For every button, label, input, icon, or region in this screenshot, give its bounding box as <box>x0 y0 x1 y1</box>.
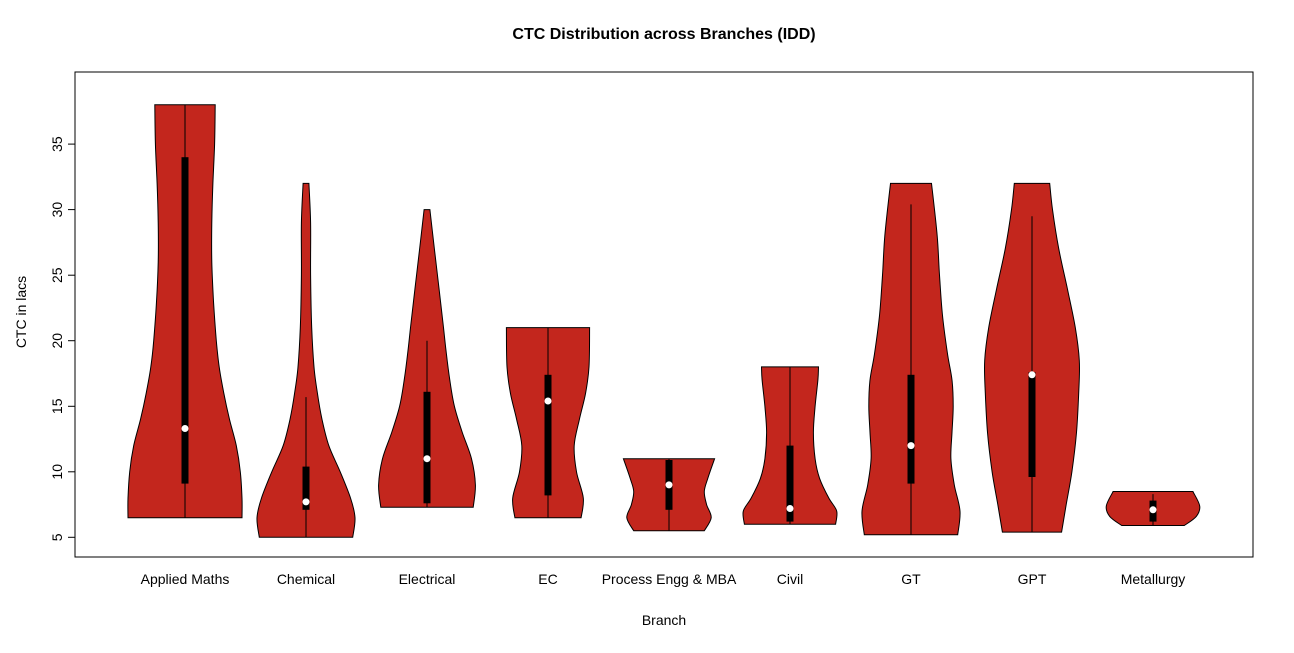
plot-border <box>74 71 1254 558</box>
median-dot <box>302 498 310 506</box>
x-category-label: Electrical <box>399 571 456 587</box>
y-tick-label: 10 <box>49 464 65 480</box>
iqr-box <box>1028 372 1036 477</box>
x-category-label: Chemical <box>277 571 335 587</box>
x-category-label: Civil <box>777 571 803 587</box>
violin-civil <box>742 366 838 525</box>
violin-gpt <box>983 182 1081 533</box>
violin-body <box>256 182 356 538</box>
median-dot <box>1028 371 1036 379</box>
x-axis-label: Branch <box>641 612 687 628</box>
x-category-label: EC <box>538 571 557 587</box>
violin-applied-maths <box>127 104 243 519</box>
violin-ec <box>505 327 591 519</box>
y-tick-label: 35 <box>49 136 65 152</box>
median-dot <box>907 442 915 450</box>
iqr-box <box>544 374 552 496</box>
median-dot <box>1149 506 1157 514</box>
y-tick-label: 20 <box>49 333 65 349</box>
y-axis-label: CTC in lacs <box>13 275 30 348</box>
median-dot <box>665 481 673 489</box>
violin-electrical <box>378 209 476 508</box>
y-tick-label: 30 <box>49 202 65 218</box>
y-axis-label-wrap: CTC in lacs <box>0 60 42 563</box>
violin-process-engg-mba <box>622 458 716 532</box>
median-dot <box>786 505 794 512</box>
median-dot <box>181 425 189 432</box>
violin-chemical <box>256 182 356 538</box>
iqr-box <box>907 374 915 484</box>
y-tick-label: 15 <box>49 398 65 414</box>
violin-metallurgy <box>1105 491 1201 526</box>
y-tick-label: 5 <box>49 533 65 541</box>
chart-title: CTC Distribution across Branches (IDD) <box>512 26 816 43</box>
x-category-label: GT <box>901 571 921 587</box>
x-category-label: GPT <box>1018 571 1047 587</box>
y-tick-label: 25 <box>49 267 65 283</box>
iqr-box <box>181 157 189 484</box>
iqr-box <box>302 466 310 510</box>
median-dot <box>423 455 431 463</box>
x-category-label: Process Engg & MBA <box>602 571 737 587</box>
median-dot <box>544 397 552 405</box>
iqr-box <box>423 391 431 504</box>
x-category-label: Metallurgy <box>1121 571 1186 587</box>
x-category-label: Applied Maths <box>141 571 230 587</box>
iqr-box <box>786 445 794 522</box>
violin-gt <box>861 182 961 536</box>
